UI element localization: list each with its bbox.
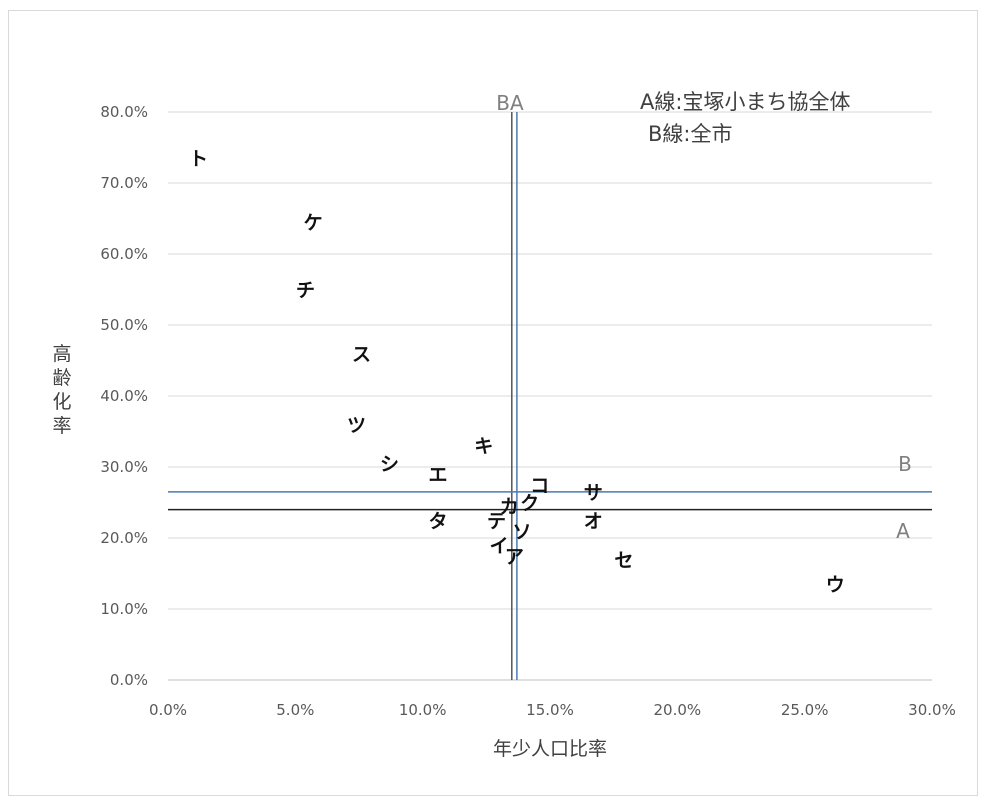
x-tick-label: 5.0%	[276, 701, 314, 719]
data-point-label: シ	[380, 453, 399, 475]
y-tick-label: 60.0%	[100, 245, 148, 263]
line-label-b: B	[898, 452, 912, 476]
data-point-label: ソ	[512, 521, 531, 543]
data-points: トケチスツキシエコ サカ クタ テ オソイア セウ	[189, 148, 845, 596]
data-point-label: ア	[505, 546, 524, 568]
y-tick-label: 80.0%	[100, 103, 148, 121]
data-point-label: ケ	[304, 212, 323, 234]
y-axis-ticks: 0.0% 10.0% 20.0% 30.0% 40.0% 50.0% 60.0% 70.0% 8…	[100, 103, 148, 689]
y-axis-title-char: 高	[52, 343, 71, 365]
data-point-label: チ	[296, 280, 315, 302]
x-axis-title: 年少人口比率	[493, 738, 607, 760]
data-point-label: コ	[530, 475, 549, 497]
x-tick-label: 0.0%	[149, 701, 187, 719]
x-tick-label: 20.0%	[654, 701, 702, 719]
x-tick-label: 15.0%	[526, 701, 574, 719]
line-label-a: A	[896, 519, 910, 543]
data-point-label: イ	[490, 535, 509, 557]
gridlines	[168, 111, 932, 681]
x-axis-ticks: 0.0% 5.0% 10.0% 15.0% 20.0% 25.0% 30.0%	[149, 701, 956, 719]
y-tick-label: 10.0%	[100, 600, 148, 618]
legend-line-b: B線:全市	[648, 122, 732, 146]
y-axis-title-char: 齢	[52, 367, 71, 389]
top-line-label: BA	[496, 91, 524, 115]
legend-line-a: A線:宝塚小まち協全体	[640, 90, 850, 114]
data-point-label: ク	[520, 493, 539, 515]
data-point-label: ツ	[347, 414, 366, 436]
data-point-label: テ	[487, 510, 506, 532]
data-point-label: タ	[428, 510, 447, 532]
x-tick-label: 30.0%	[908, 701, 956, 719]
y-tick-label: 40.0%	[100, 387, 148, 405]
y-axis-title-char: 率	[52, 415, 71, 437]
y-tick-label: 30.0%	[100, 458, 148, 476]
data-point-label: ス	[352, 343, 371, 365]
data-point-label: オ	[584, 510, 603, 532]
data-point-label: ト	[189, 148, 208, 170]
x-tick-label: 25.0%	[781, 701, 829, 719]
data-point-label: セ	[614, 549, 633, 571]
y-tick-label: 0.0%	[110, 671, 148, 689]
data-point-label: エ	[428, 464, 447, 486]
data-point-label: サ	[584, 482, 603, 504]
y-axis-title-char: 化	[52, 391, 71, 413]
chart-frame	[8, 10, 978, 796]
y-tick-label: 50.0%	[100, 316, 148, 334]
data-point-label: キ	[474, 436, 493, 458]
data-point-label: ウ	[826, 574, 845, 596]
reference-lines	[168, 112, 932, 680]
y-tick-label: 20.0%	[100, 529, 148, 547]
x-tick-label: 10.0%	[399, 701, 447, 719]
data-point-label: カ	[500, 496, 519, 518]
y-tick-label: 70.0%	[100, 174, 148, 192]
